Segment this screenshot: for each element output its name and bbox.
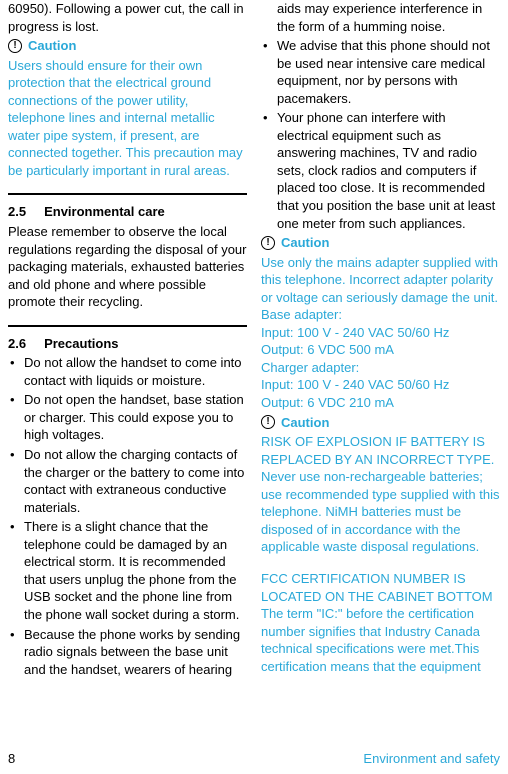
caution-label: Caution bbox=[281, 234, 329, 252]
section-25-heading: 2.5 Environmental care bbox=[8, 203, 247, 221]
list-item: Your phone can interfere with electrical… bbox=[261, 109, 500, 232]
section-title-text: Precautions bbox=[44, 336, 118, 351]
section-title-text: Environmental care bbox=[44, 204, 165, 219]
section-number: 2.6 bbox=[8, 335, 26, 353]
page-columns: 60950). Following a power cut, the call … bbox=[0, 0, 508, 680]
caution-heading-2: ! Caution bbox=[261, 234, 500, 252]
caution-heading-1: ! Caution bbox=[8, 37, 247, 55]
warning-icon: ! bbox=[261, 236, 275, 250]
caution-text-3: RISK OF EXPLOSION IF BATTERY IS REPLACED… bbox=[261, 433, 500, 556]
caution-line: Output: 6 VDC 500 mA bbox=[261, 341, 500, 359]
list-item: We advise that this phone should not be … bbox=[261, 37, 500, 107]
caution-line: Charger adapter: bbox=[261, 359, 500, 377]
precautions-list-right: We advise that this phone should not be … bbox=[261, 37, 500, 232]
column-right: aids may experience interference in the … bbox=[261, 0, 500, 680]
section-divider bbox=[8, 193, 247, 195]
caution-line: Use only the mains adapter supplied with… bbox=[261, 254, 500, 307]
list-item: There is a slight chance that the teleph… bbox=[8, 518, 247, 623]
section-26-heading: 2.6 Precautions bbox=[8, 335, 247, 353]
page-footer: 8 Environment and safety bbox=[0, 750, 508, 768]
section-divider bbox=[8, 325, 247, 327]
caution-text-1: Users should ensure for their own protec… bbox=[8, 57, 247, 180]
page-number: 8 bbox=[8, 750, 15, 768]
caution-line: Input: 100 V - 240 VAC 50/60 Hz bbox=[261, 376, 500, 394]
warning-icon: ! bbox=[261, 415, 275, 429]
list-item: Do not open the handset, base station or… bbox=[8, 391, 247, 444]
list-item-cont: aids may experience interference in the … bbox=[261, 0, 500, 35]
list-item: Do not allow the handset to come into co… bbox=[8, 354, 247, 389]
caution-line: Base adapter: bbox=[261, 306, 500, 324]
column-left: 60950). Following a power cut, the call … bbox=[8, 0, 247, 680]
caution-line: Input: 100 V - 240 VAC 50/60 Hz bbox=[261, 324, 500, 342]
caution-block-2: Use only the mains adapter supplied with… bbox=[261, 254, 500, 412]
caution-label: Caution bbox=[28, 37, 76, 55]
caution-heading-3: ! Caution bbox=[261, 414, 500, 432]
fcc-title: FCC CERTIFICATION NUMBER IS LOCATED ON T… bbox=[261, 570, 500, 605]
section-25-body: Please remember to observe the local reg… bbox=[8, 223, 247, 311]
intro-text: 60950). Following a power cut, the call … bbox=[8, 0, 247, 35]
section-number: 2.5 bbox=[8, 203, 26, 221]
warning-icon: ! bbox=[8, 39, 22, 53]
list-item: Do not allow the charging contacts of th… bbox=[8, 446, 247, 516]
fcc-text: The term "IC:" before the certification … bbox=[261, 605, 500, 675]
precautions-list-cont: aids may experience interference in the … bbox=[261, 0, 500, 35]
precautions-list: Do not allow the handset to come into co… bbox=[8, 354, 247, 678]
caution-line: Output: 6 VDC 210 mA bbox=[261, 394, 500, 412]
footer-label: Environment and safety bbox=[363, 750, 500, 768]
list-item: Because the phone works by sending radio… bbox=[8, 626, 247, 679]
caution-label: Caution bbox=[281, 414, 329, 432]
list-item-text: aids may experience interference in the … bbox=[277, 0, 500, 35]
